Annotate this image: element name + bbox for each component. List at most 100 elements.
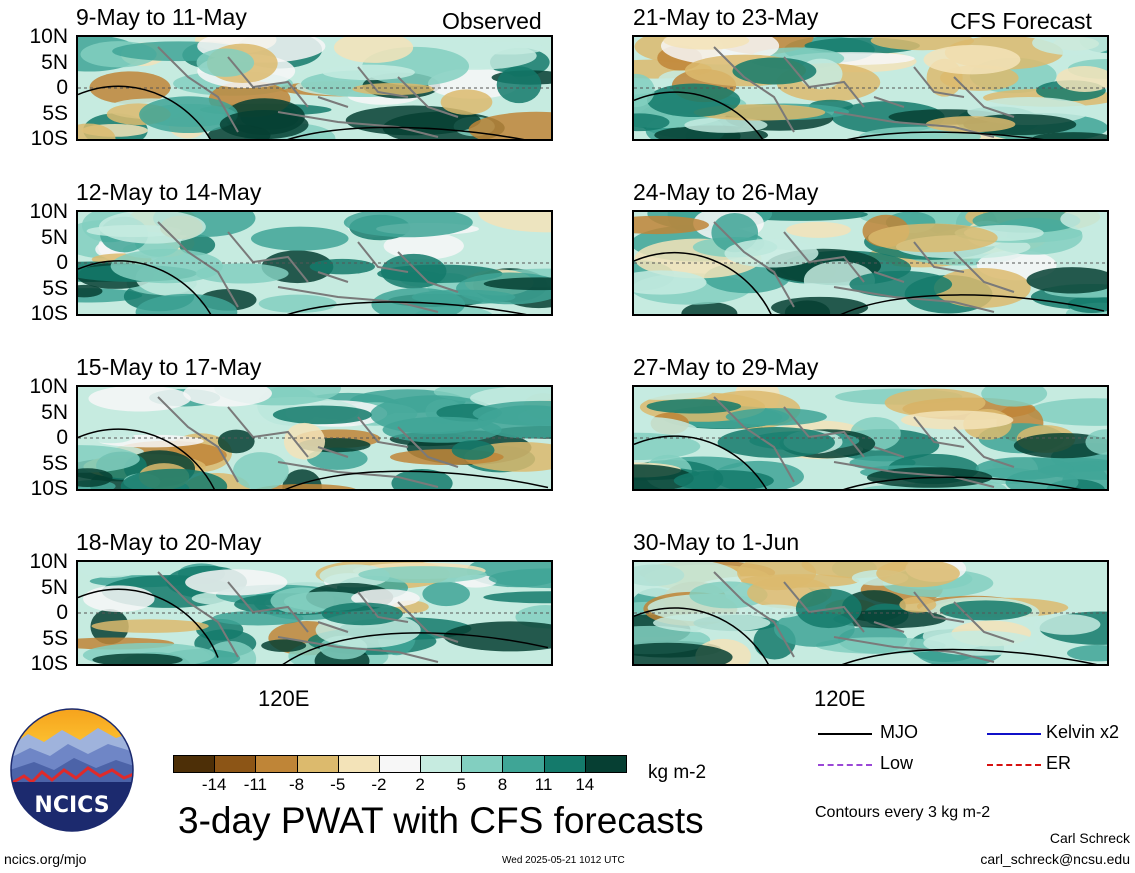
pwat-field-blob bbox=[745, 604, 803, 619]
map-panel bbox=[632, 560, 1109, 666]
colorbar-tick-label: -11 bbox=[243, 775, 268, 794]
pwat-field-blob bbox=[92, 653, 183, 664]
pwat-field-blob bbox=[212, 610, 304, 626]
legend-label-er: ER bbox=[1046, 753, 1072, 773]
pwat-field-blob bbox=[261, 639, 307, 652]
panel-title-3: 15-May to 17-May bbox=[76, 354, 262, 380]
y-tick-label: 5S bbox=[42, 101, 68, 125]
pwat-field-blob bbox=[469, 41, 545, 55]
coastline bbox=[157, 46, 459, 138]
pwat-field-blob bbox=[1032, 132, 1107, 139]
pwat-field-blob bbox=[258, 294, 337, 313]
pwat-field-blob bbox=[681, 302, 738, 314]
pwat-field-blob bbox=[135, 293, 238, 314]
panel-title-5: 21-May to 23-May bbox=[633, 4, 819, 30]
pwat-field-blob bbox=[443, 621, 551, 652]
mjo-contour bbox=[78, 428, 549, 489]
pwat-field-blob bbox=[87, 429, 134, 444]
pwat-field-blob bbox=[78, 468, 113, 488]
pwat-field-blob bbox=[634, 642, 733, 664]
svg-text:NCICS: NCICS bbox=[34, 793, 109, 818]
pwat-field-blob bbox=[849, 270, 953, 298]
pwat-field-blob bbox=[478, 212, 551, 233]
map-panel bbox=[76, 210, 553, 316]
pwat-field-blob bbox=[483, 591, 551, 604]
y-tick-label: 10N bbox=[29, 375, 68, 398]
pwat-field-blob bbox=[1085, 429, 1107, 455]
colorbar-tick-label: 8 bbox=[497, 775, 508, 794]
colorbar-swatch bbox=[543, 755, 586, 773]
panel-title-4: 18-May to 20-May bbox=[76, 529, 262, 555]
pwat-field-blob bbox=[900, 410, 1014, 430]
panel-title-8: 30-May to 1-Jun bbox=[633, 529, 800, 555]
colorbar-swatch bbox=[296, 755, 339, 773]
pwat-field-blob bbox=[725, 408, 827, 426]
pwat-field-blob bbox=[185, 569, 288, 596]
pwat-field-blob bbox=[653, 613, 771, 633]
pwat-field-blob bbox=[488, 568, 551, 589]
coastline bbox=[713, 46, 1015, 138]
pwat-field-blob bbox=[1067, 644, 1107, 662]
pwat-field-blob bbox=[833, 609, 947, 629]
ncics-logo-icon: NCICS bbox=[10, 708, 134, 832]
pwat-field-blob bbox=[411, 289, 516, 305]
colorbar-swatch bbox=[461, 755, 504, 773]
pwat-field-blob bbox=[663, 37, 750, 50]
colorbar-swatch bbox=[378, 755, 422, 773]
panel-title-2: 12-May to 14-May bbox=[76, 179, 262, 205]
coastline bbox=[157, 571, 459, 663]
legend-line-kelvin bbox=[987, 733, 1041, 735]
y-tick-label: 0 bbox=[56, 601, 68, 624]
colorbar-tick-label: 11 bbox=[534, 775, 553, 794]
pwat-field-blob bbox=[868, 223, 998, 253]
ncics-logo: NCICS bbox=[10, 708, 134, 832]
legend-label-low: Low bbox=[880, 753, 914, 773]
mjo-contour bbox=[78, 260, 527, 314]
pwat-field-blob bbox=[634, 270, 707, 295]
pwat-field-blob bbox=[382, 416, 502, 443]
colorbar-tick-label: 2 bbox=[415, 775, 425, 794]
y-tick-label: 0 bbox=[56, 76, 68, 99]
colorbar-swatch bbox=[502, 755, 545, 773]
coastline bbox=[157, 396, 459, 488]
pwat-field-blob bbox=[939, 600, 1032, 621]
pwat-field-blob bbox=[634, 113, 670, 132]
pwat-field-blob bbox=[91, 619, 209, 633]
column-label-forecast: CFS Forecast bbox=[950, 8, 1092, 34]
pwat-field-blob bbox=[78, 123, 116, 139]
coastline bbox=[713, 396, 1015, 488]
pwat-field-blob bbox=[306, 447, 368, 470]
y-tick-label: 10N bbox=[29, 550, 68, 573]
colorbar-swatch bbox=[420, 755, 463, 773]
colorbar-swatch bbox=[337, 755, 380, 773]
pwat-field-blob bbox=[634, 215, 709, 235]
coastline bbox=[713, 221, 1015, 313]
footer-email[interactable]: carl_schreck@ncsu.edu bbox=[980, 851, 1130, 867]
mjo-contour bbox=[634, 435, 1082, 489]
pwat-field-blob bbox=[78, 562, 141, 578]
pwat-field-blob bbox=[933, 267, 1031, 308]
pwat-field-blob bbox=[477, 405, 551, 439]
x-tick-120e-right: 120E bbox=[814, 686, 866, 711]
y-tick-label: 10S bbox=[30, 302, 68, 325]
map-panel bbox=[632, 385, 1109, 491]
colorbar-tick-label: -8 bbox=[288, 775, 305, 794]
pwat-field-blob bbox=[183, 387, 272, 407]
x-tick-120e-left: 120E bbox=[258, 686, 310, 711]
y-tick-label: 5S bbox=[42, 451, 68, 475]
colorbar-unit: kg m-2 bbox=[648, 762, 707, 783]
column-label-observed: Observed bbox=[442, 8, 542, 34]
mjo-contour bbox=[634, 91, 1044, 139]
pwat-field-blob bbox=[391, 469, 453, 489]
pwat-field-blob bbox=[383, 232, 464, 260]
pwat-field-blob bbox=[646, 399, 742, 414]
pwat-field-blob bbox=[120, 468, 228, 489]
footer-site-link[interactable]: ncics.org/mjo bbox=[4, 851, 87, 867]
pwat-field-blob bbox=[333, 37, 414, 63]
pwat-field-blob bbox=[321, 602, 403, 626]
y-tick-label: 0 bbox=[56, 426, 68, 449]
colorbar-tick-label: -5 bbox=[330, 775, 346, 794]
pwat-field-blob bbox=[771, 296, 869, 314]
pwat-field-blob bbox=[283, 422, 326, 460]
pwat-field-blob bbox=[496, 66, 542, 104]
